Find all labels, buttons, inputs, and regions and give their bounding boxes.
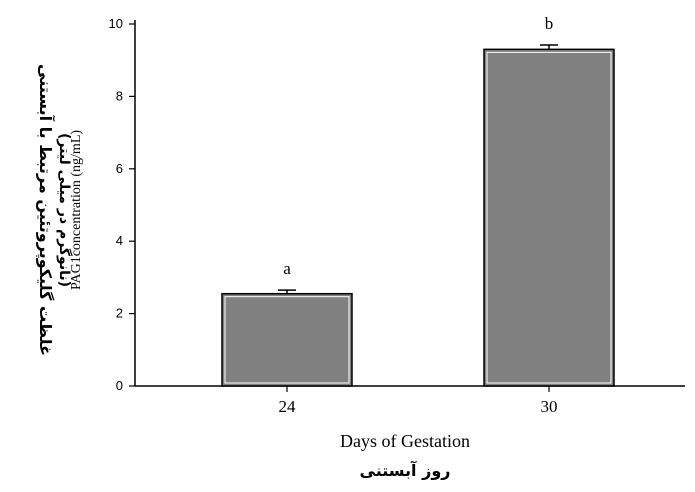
y-axis-label-persian-unit-group: (نانوگرم در میلی لیتر) bbox=[56, 133, 73, 287]
y-axis-label-persian: غلظت گلیکوپروتئین مرتبط با آبستنی bbox=[35, 64, 56, 356]
y-axis-label: PAG1concentration (ng/mL) bbox=[69, 130, 84, 290]
y-tick-label: 6 bbox=[116, 161, 123, 176]
y-axis-label-persian-group: غلظت گلیکوپروتئین مرتبط با آبستنی bbox=[35, 64, 56, 356]
x-axis-label-persian: روز آبستنی bbox=[360, 460, 451, 480]
y-tick-label: 4 bbox=[116, 233, 123, 248]
bar-inner-highlight bbox=[224, 296, 350, 384]
significance-label: a bbox=[283, 259, 291, 278]
x-tick-label: 30 bbox=[541, 397, 558, 416]
y-tick-label: 2 bbox=[116, 306, 123, 321]
x-axis-label: Days of Gestation bbox=[340, 431, 470, 451]
y-axis-label-persian-unit: (نانوگرم در میلی لیتر) bbox=[56, 133, 73, 287]
y-tick-label: 10 bbox=[109, 16, 123, 31]
bar-inner-highlight bbox=[486, 51, 612, 384]
y-tick-label: 8 bbox=[116, 88, 123, 103]
y-tick-label: 0 bbox=[116, 378, 123, 393]
bar bbox=[483, 48, 615, 387]
y-axis-label-group: PAG1concentration (ng/mL) bbox=[69, 130, 84, 290]
bar bbox=[221, 292, 353, 387]
x-tick-label: 24 bbox=[279, 397, 297, 416]
significance-label: b bbox=[545, 14, 554, 33]
